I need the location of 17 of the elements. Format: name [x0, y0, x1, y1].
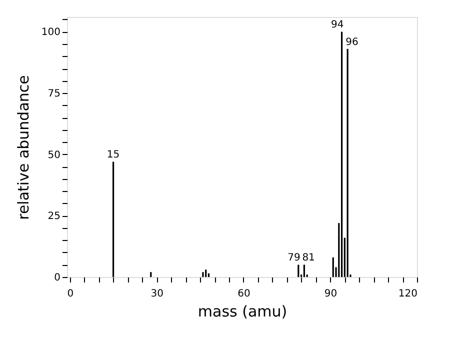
- x-tick-label: 30: [150, 288, 164, 300]
- x-tick-label: 90: [324, 288, 338, 300]
- x-tick-label: 60: [238, 288, 250, 300]
- annotation: 96: [346, 36, 358, 48]
- y-tick-label: 25: [48, 211, 60, 222]
- annotation: 79: [288, 252, 300, 264]
- x-axis-title: mass (amu): [198, 302, 288, 320]
- y-tick-label: 0: [54, 272, 60, 284]
- annotation: 81: [302, 252, 315, 264]
- y-tick-label: 75: [48, 88, 60, 100]
- y-tick-label: 50: [48, 150, 60, 161]
- annotation: 94: [331, 20, 344, 31]
- y-tick-label: 100: [41, 27, 60, 38]
- annotation: 15: [106, 150, 120, 161]
- y-axis-title: relative abundance: [14, 75, 32, 220]
- x-tick-label: 0: [67, 288, 74, 300]
- x-tick-label: 120: [398, 288, 418, 300]
